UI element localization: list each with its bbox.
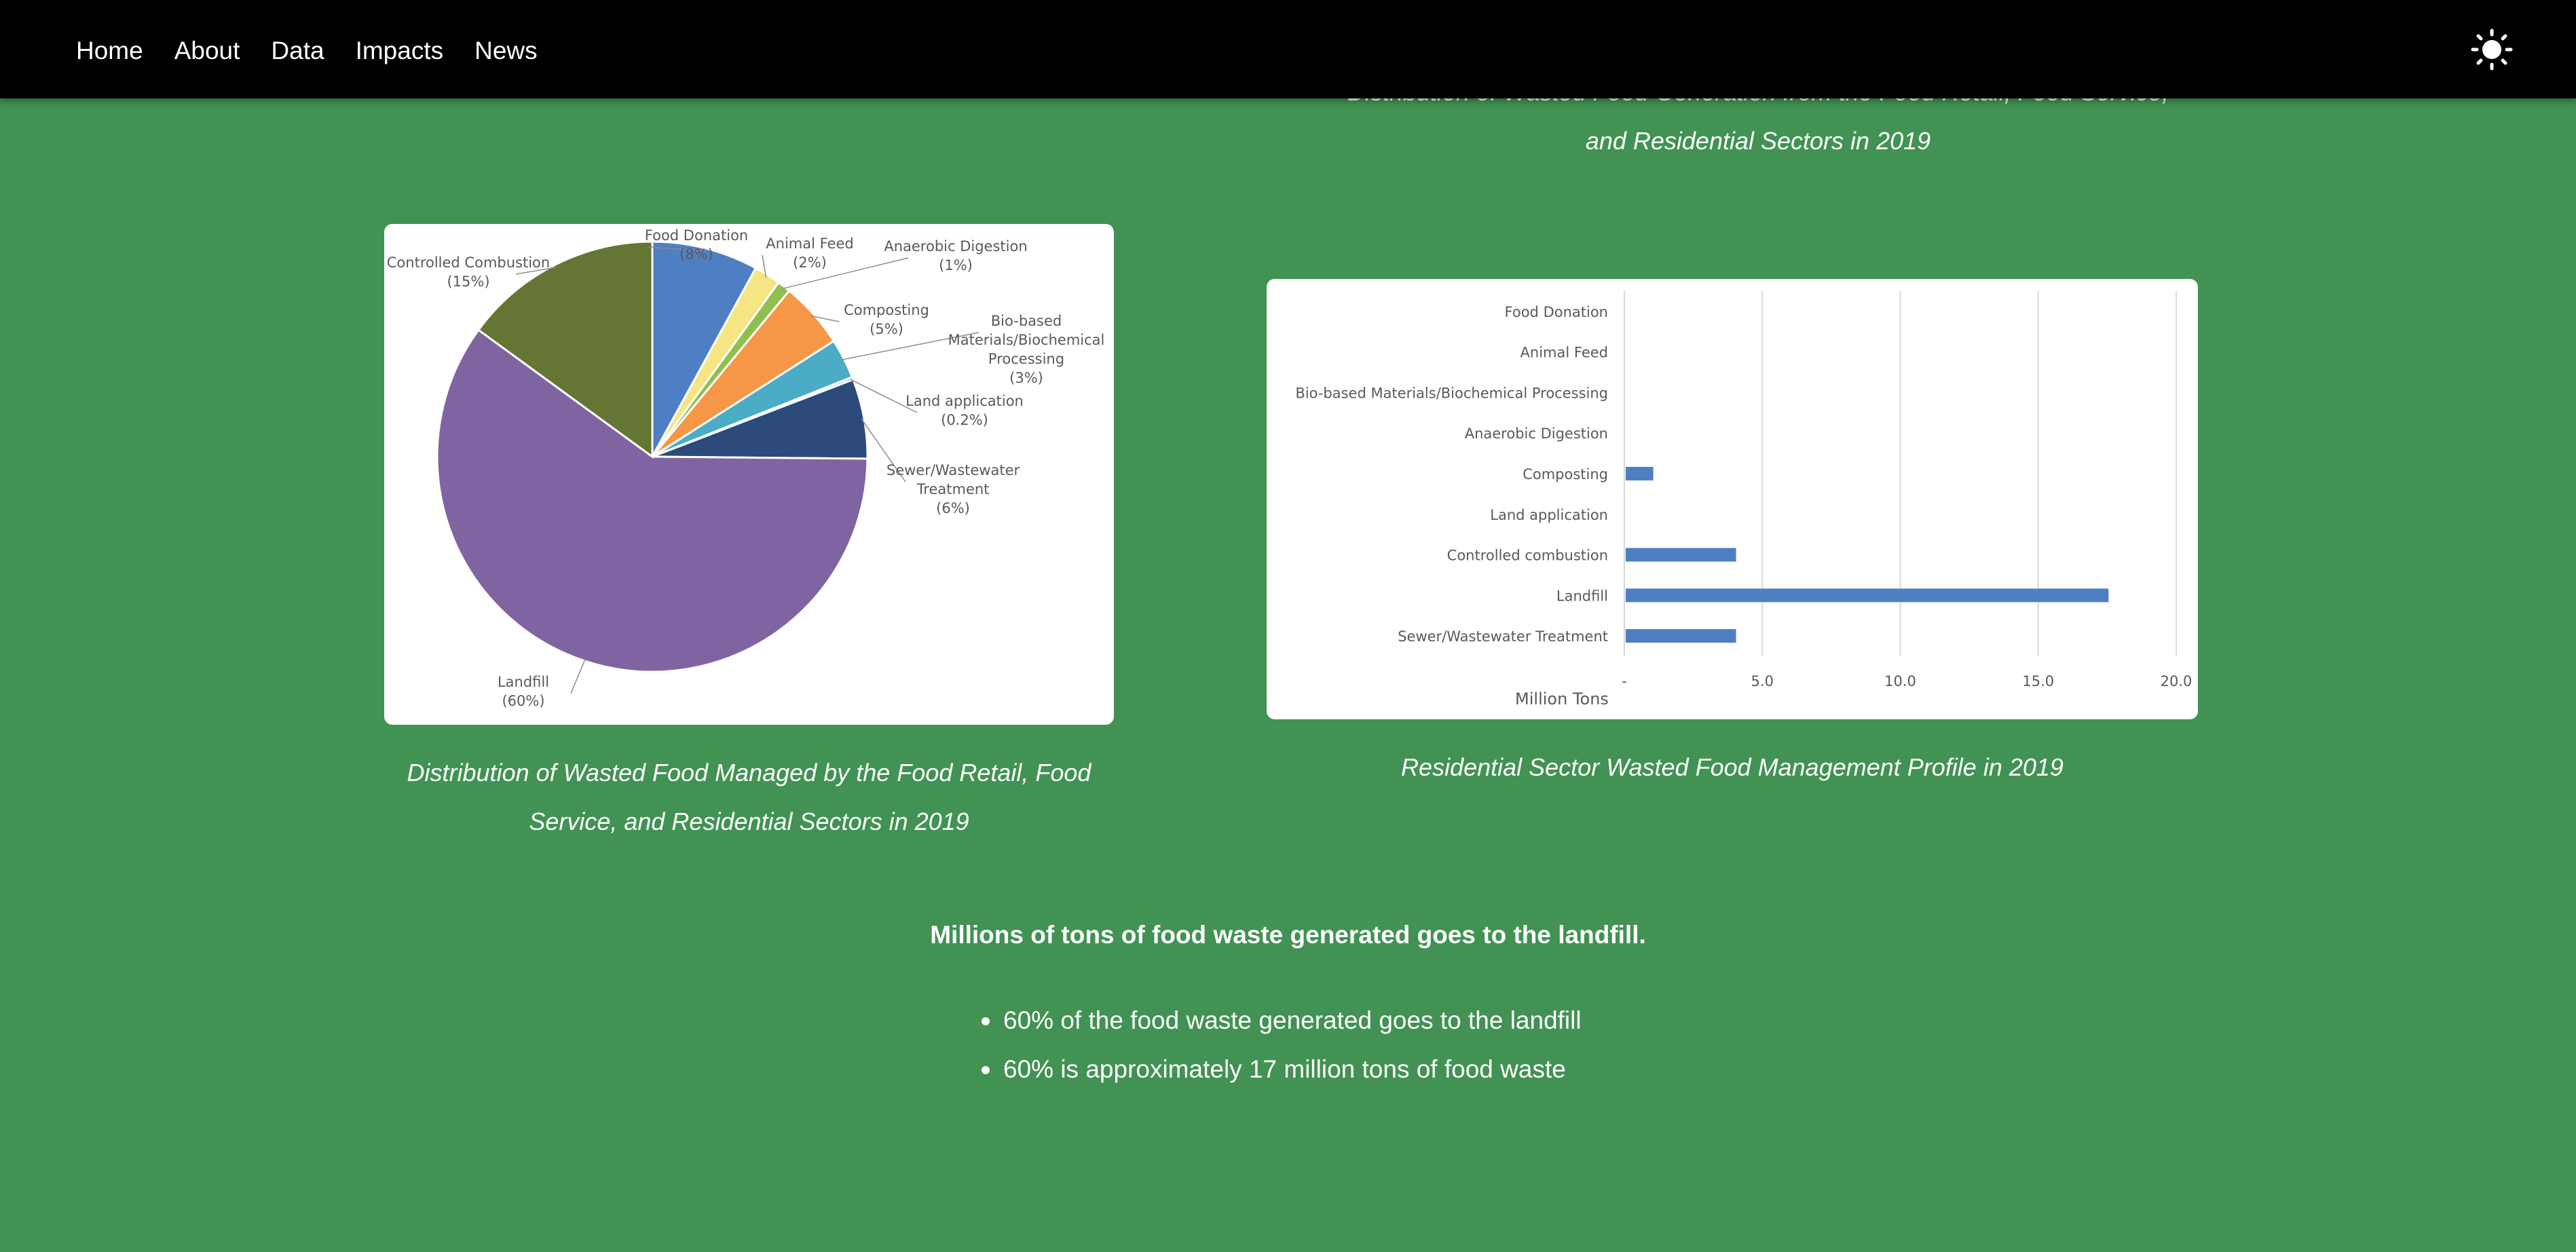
y-category-label: Food Donation [1505, 304, 1608, 320]
pie-leader-line [811, 315, 840, 322]
pie-label-anaerobic-digestion: Anaerobic Digestion (1%) [884, 238, 1027, 273]
bar-sewer-wastewater-treatment [1626, 629, 1736, 643]
pie-leader-line [762, 254, 767, 278]
x-tick-label: 20.0 [2161, 673, 2192, 689]
theme-toggle-button[interactable] [2471, 29, 2513, 71]
bar-landfill [1626, 588, 2109, 603]
y-category-label: Anaerobic Digestion [1465, 425, 1608, 442]
y-category-label: Landfill [1556, 588, 1608, 604]
landfill-headline: Millions of tons of food waste generated… [930, 921, 1646, 949]
y-category-label: Animal Feed [1520, 345, 1608, 361]
pie-label-food-donation: Food Donation (8%) [645, 227, 748, 263]
bar-chart: Food Donation Animal Feed Bio-based Materi… [1295, 291, 2192, 708]
pie-leader-line [850, 379, 918, 413]
x-tick-label: 10.0 [1884, 673, 1916, 689]
nav-link-about[interactable]: About [174, 37, 240, 64]
pie-label-controlled-combustion: Controlled Combustion (15%) [387, 254, 550, 290]
pie-chart: Food Donation (8%) Animal Feed (2%) Anaerobi… [387, 227, 1105, 709]
x-tick-label: - [1622, 673, 1627, 689]
bar-chart-card: Food Donation Animal Feed Bio-based Materi… [1267, 279, 2198, 719]
pie-slice-controlled-combustion [477, 240, 654, 459]
nav-link-impacts[interactable]: Impacts [355, 37, 444, 64]
nav-link-news[interactable]: News [474, 37, 538, 64]
pie-leader-line [782, 257, 909, 290]
pie-chart-caption: Distribution of Wasted Food Managed by t… [407, 759, 1091, 835]
bar-controlled-combustion [1626, 548, 1736, 562]
fact-item: 60% is approximately 17 million tons of … [977, 1045, 1582, 1094]
pie-label-animal-feed: Animal Feed (2%) [766, 235, 853, 271]
navbar: Home About Data Impacts News [0, 0, 2576, 98]
sun-icon [2471, 29, 2513, 71]
bar-chart-caption: Residential Sector Wasted Food Managemen… [1401, 753, 2064, 781]
pie-leader-line [861, 418, 906, 482]
bar-composting [1626, 467, 1654, 480]
pie-leader-line [841, 332, 979, 361]
nav-link-data[interactable]: Data [271, 37, 324, 64]
pie-leader-line [648, 246, 705, 252]
y-category-label: Controlled combustion [1447, 548, 1608, 564]
pie-label-bio-based-materials-biochemical-processing: Bio-based Materials/Biochemical Processing… [948, 313, 1105, 386]
nav-link-home[interactable]: Home [76, 37, 143, 64]
y-category-label: Sewer/Wastewater Treatment [1398, 628, 1608, 645]
nav-links: Home About Data Impacts News [76, 33, 569, 69]
y-category-label: Bio-based Materials/Biochemical Processi… [1295, 385, 1608, 401]
x-tick-label: 5.0 [1751, 673, 1774, 689]
x-axis-label: Million Tons [1515, 689, 1609, 708]
pie-label-composting: Composting (5%) [844, 302, 929, 337]
y-category-label: Composting [1523, 466, 1608, 482]
pie-slice-food-donation [651, 240, 758, 457]
fact-item: 60% of the food waste generated goes to … [977, 996, 1582, 1045]
pie-leader-line [515, 267, 557, 275]
pie-leader-line [570, 658, 586, 694]
pie-label-sewer-wastewater-treatment: Sewer/Wastewater Treatment (6%) [886, 462, 1020, 516]
fact-list: 60% of the food waste generated goes to … [977, 996, 1582, 1094]
y-category-label: Land application [1490, 507, 1608, 523]
pie-label-land-application: Land application (0.2%) [906, 393, 1024, 428]
pie-label-landfill: Landfill (60%) [498, 674, 549, 709]
x-tick-label: 15.0 [2022, 673, 2054, 689]
pie-chart-card: Food Donation (8%) Animal Feed (2%) Anaerobi… [384, 224, 1114, 725]
